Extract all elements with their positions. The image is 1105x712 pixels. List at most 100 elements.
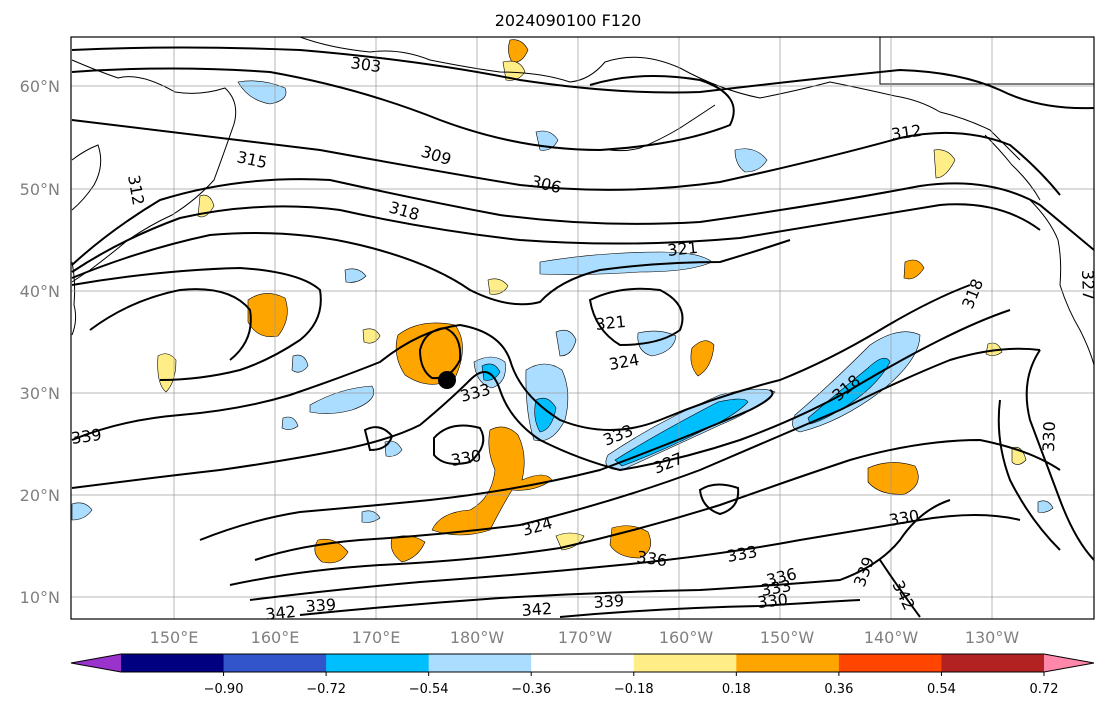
contour-line	[71, 119, 1061, 196]
coastline-siberia	[71, 144, 102, 211]
contour-line	[588, 287, 684, 347]
contour-label: 339	[305, 595, 337, 616]
map-title: 2024090100 F120	[495, 11, 642, 30]
colorbar-tick-label: −0.54	[409, 682, 449, 697]
blob-positive	[508, 39, 529, 63]
blob-negative	[614, 398, 749, 467]
blob-negative	[384, 440, 403, 457]
colorbar-segment	[941, 654, 1045, 672]
colorbar-tick-label: −0.72	[306, 682, 346, 697]
colorbar-tick-label: 0.18	[722, 682, 751, 697]
contour-line	[299, 499, 951, 616]
lat-label: 50°N	[20, 180, 60, 199]
blob-positive	[933, 149, 956, 179]
lon-label: 130°W	[965, 628, 1020, 647]
coastline-kamchatka	[71, 59, 237, 283]
colorbar-segment	[428, 654, 532, 672]
contour-line	[199, 389, 774, 541]
contour-label: 321	[594, 312, 626, 334]
blob-positive	[903, 259, 925, 280]
colorbar-tick-label: 0.36	[824, 682, 853, 697]
blob-negative	[71, 502, 93, 521]
shading-layer	[71, 39, 1054, 564]
coastline-alaska	[299, 37, 1021, 161]
contour-line	[71, 231, 791, 306]
contour-line	[71, 46, 1094, 110]
blob-negative	[237, 80, 287, 105]
colorbar-tick-label: −0.36	[511, 682, 551, 697]
contour-label: 336	[635, 547, 668, 570]
lon-label: 170°E	[352, 628, 401, 647]
colorbar-tick-label: 0.54	[927, 682, 956, 697]
contour-line	[249, 514, 1021, 601]
colorbar-segment	[223, 654, 327, 672]
contour-line	[71, 203, 1041, 273]
contour-label: 303	[349, 53, 382, 76]
colorbar-segment	[531, 654, 635, 672]
storm-center-marker	[438, 371, 456, 389]
graticule	[71, 37, 1094, 619]
colorbar	[70, 653, 1095, 673]
blob-positive	[985, 342, 1003, 356]
blob-positive	[431, 426, 553, 536]
colorbar-segment	[838, 654, 942, 672]
contour-line	[879, 559, 921, 618]
coastline-aleutians	[609, 104, 716, 152]
contour-line	[433, 424, 485, 465]
contour-label: 327	[1078, 269, 1098, 300]
colorbar-segment	[736, 654, 840, 672]
contour-line	[363, 426, 394, 452]
coastline-west-coast	[1029, 199, 1094, 366]
lat-label: 30°N	[20, 384, 60, 403]
lon-label: 160°W	[659, 628, 714, 647]
map-panel: 303 309 306 315 312 318 321 312 321 324 …	[70, 36, 1098, 624]
colorbar-ticks: −0.90 −0.72 −0.54 −0.36 −0.18 0.18 0.36 0.54 0.7…	[204, 672, 1058, 697]
blob-positive	[502, 60, 526, 81]
contour-label: 330	[1039, 421, 1059, 452]
lon-label: 140°W	[864, 628, 919, 647]
contour-label: 312	[890, 121, 923, 144]
contour-line	[698, 483, 740, 516]
contour-line	[71, 178, 1094, 266]
contour-line	[418, 326, 462, 380]
lon-label: 150°W	[760, 628, 815, 647]
blob-positive	[487, 278, 509, 295]
blob-negative	[1037, 500, 1054, 513]
contour-line	[559, 599, 861, 618]
contour-line	[71, 309, 1011, 489]
blob-negative	[555, 329, 577, 357]
contour-label: 339	[70, 425, 103, 448]
colorbar-segment	[326, 654, 430, 672]
contour-line	[71, 284, 971, 441]
colorbar-tick-label: −0.18	[614, 682, 654, 697]
blob-positive	[867, 462, 919, 495]
contour-line	[1025, 349, 1094, 561]
contour-label: 342	[264, 602, 296, 624]
latitude-labels: 60°N 50°N 40°N 30°N 20°N 10°N	[20, 77, 60, 607]
contour-label: 321	[666, 238, 698, 260]
colorbar-outline	[70, 653, 1095, 673]
colorbar-segment	[121, 654, 225, 672]
blob-positive	[247, 293, 288, 337]
lon-label: 160°E	[251, 628, 300, 647]
colorbar-arrow-left	[71, 654, 121, 672]
contour-line	[89, 288, 252, 361]
contour-layer	[71, 46, 1094, 618]
contour-label: 330	[756, 590, 788, 612]
colorbar-segment	[633, 654, 737, 672]
lat-label: 60°N	[20, 77, 60, 96]
coastline-layer	[71, 37, 1094, 366]
lon-label: 170°W	[558, 628, 613, 647]
coastline-japan	[71, 261, 77, 336]
contour-label: 339	[593, 591, 625, 612]
blob-negative	[291, 354, 309, 373]
contour-line	[229, 438, 1061, 586]
blob-negative	[734, 148, 768, 173]
lat-label: 10°N	[20, 588, 60, 607]
blob-positive	[555, 532, 585, 551]
lon-label: 150°E	[150, 628, 199, 647]
blob-negative	[481, 363, 501, 381]
blob-negative	[344, 268, 367, 283]
contour-line	[997, 399, 1061, 551]
